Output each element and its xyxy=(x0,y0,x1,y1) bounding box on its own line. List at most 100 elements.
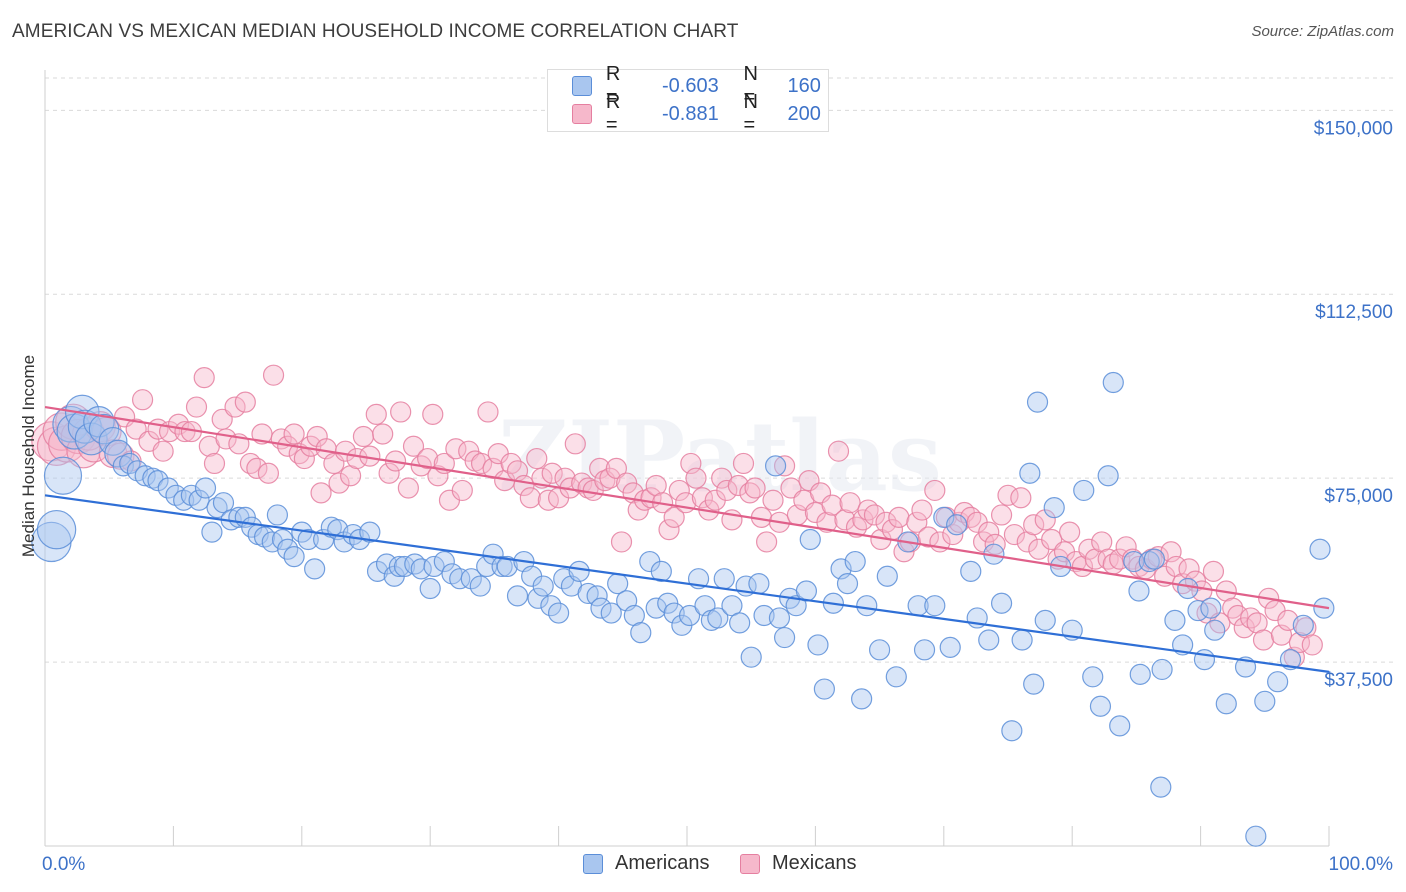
americans-point xyxy=(1309,538,1331,560)
mexicans-point xyxy=(906,511,928,533)
americans-point xyxy=(423,555,445,578)
mexicans-point xyxy=(234,391,256,413)
americans-point xyxy=(978,629,1000,651)
mexicans-point xyxy=(911,499,933,521)
mexicans-point xyxy=(1227,604,1249,627)
mexicans-point xyxy=(1010,487,1032,509)
mexicans-point xyxy=(663,506,685,529)
americans-point xyxy=(1215,693,1237,715)
americans-point xyxy=(913,639,936,661)
americans-point xyxy=(375,553,398,575)
americans-point xyxy=(119,452,141,475)
mexicans-point xyxy=(691,487,714,509)
americans-point xyxy=(410,558,432,580)
legend-n-value: 200 xyxy=(787,102,821,125)
mexicans-point xyxy=(1301,634,1323,656)
americans-point xyxy=(366,560,389,582)
watermark: ZIPatlas xyxy=(498,400,942,513)
americans-point xyxy=(577,582,599,605)
americans-point xyxy=(1164,609,1186,631)
mexicans-point xyxy=(193,367,215,389)
mexicans-point xyxy=(773,455,796,477)
mexicans-point xyxy=(526,447,548,470)
americans-point xyxy=(1023,673,1045,695)
americans-point xyxy=(885,666,907,688)
americans-point xyxy=(836,573,859,595)
americans-point xyxy=(1109,715,1131,737)
mexicans-point xyxy=(402,435,425,457)
mexicans-point xyxy=(1252,629,1275,651)
americans-point xyxy=(1019,462,1041,484)
y-axis-label: Median Household Income xyxy=(19,355,38,557)
americans-point xyxy=(748,573,770,595)
americans-point xyxy=(553,568,575,590)
series-legend: Americans Mexicans xyxy=(0,852,1406,878)
americans-point xyxy=(266,504,289,526)
americans-point xyxy=(491,555,513,578)
mexicans-point xyxy=(1041,528,1063,551)
mexicans-point xyxy=(470,452,493,475)
mexicans-point xyxy=(917,526,939,548)
americans-point xyxy=(194,477,217,499)
americans-point xyxy=(650,560,672,582)
chart-title: AMERICAN VS MEXICAN MEDIAN HOUSEHOLD INC… xyxy=(12,21,739,42)
mexicans-point xyxy=(541,462,563,484)
mexicans-point xyxy=(727,474,749,497)
mexicans-point xyxy=(816,511,838,533)
americans-point xyxy=(1026,391,1049,413)
americans-point xyxy=(283,546,305,568)
americans-point xyxy=(1187,599,1209,622)
americans-point xyxy=(359,521,381,543)
americans-point xyxy=(1001,720,1023,742)
americans-point xyxy=(1204,619,1226,641)
americans-point xyxy=(939,636,961,658)
y-tick-label: $150,000 xyxy=(1314,118,1393,139)
mexicans-point xyxy=(445,438,467,460)
mexicans-point xyxy=(1023,514,1045,536)
mexicans-point xyxy=(863,504,886,526)
mexicans-point xyxy=(477,401,499,423)
americans-point xyxy=(856,595,878,617)
americans-point xyxy=(532,575,554,597)
legend-r-label: R = xyxy=(605,63,621,108)
americans-point xyxy=(1150,776,1172,798)
americans-point xyxy=(1193,649,1216,671)
americans-point xyxy=(753,604,775,627)
americans-point xyxy=(134,465,156,487)
mexicans-point xyxy=(417,447,439,470)
mexicans-point xyxy=(262,364,285,386)
americans-point xyxy=(147,470,169,492)
mexicans-point xyxy=(422,403,444,426)
mexicans-point xyxy=(852,509,874,531)
americans-point xyxy=(990,592,1013,614)
americans-point xyxy=(388,555,410,578)
americans-point xyxy=(933,506,955,529)
mexicans-point xyxy=(834,509,856,531)
mexicans-point xyxy=(427,465,449,487)
americans-point xyxy=(773,626,796,649)
legend-swatch-mexicans xyxy=(740,853,760,874)
americans-point xyxy=(419,577,441,600)
mexicans-point xyxy=(821,494,843,516)
americans-point xyxy=(527,587,549,609)
legend-item-mexicans[interactable]: Mexicans xyxy=(740,852,856,875)
mexicans-point xyxy=(306,425,328,448)
y-tick-label: $37,500 xyxy=(1324,670,1393,691)
americans-point xyxy=(785,595,807,617)
americans-point xyxy=(1279,649,1302,671)
y-tick-label: $75,000 xyxy=(1324,486,1393,507)
americans-point xyxy=(1292,614,1314,636)
source-label: Source: ZipAtlas.com xyxy=(1251,23,1394,40)
mexicans-point xyxy=(372,423,394,445)
americans-point xyxy=(271,528,294,551)
mexicans-point xyxy=(378,462,400,484)
legend-swatch-americans xyxy=(572,76,592,96)
americans-point xyxy=(304,558,326,580)
legend-item-americans[interactable]: Americans xyxy=(583,852,709,875)
americans-point xyxy=(590,597,612,619)
americans-point xyxy=(1151,658,1173,681)
mexicans-point xyxy=(685,467,707,489)
americans-point xyxy=(1245,825,1267,847)
americans-point xyxy=(482,543,504,565)
